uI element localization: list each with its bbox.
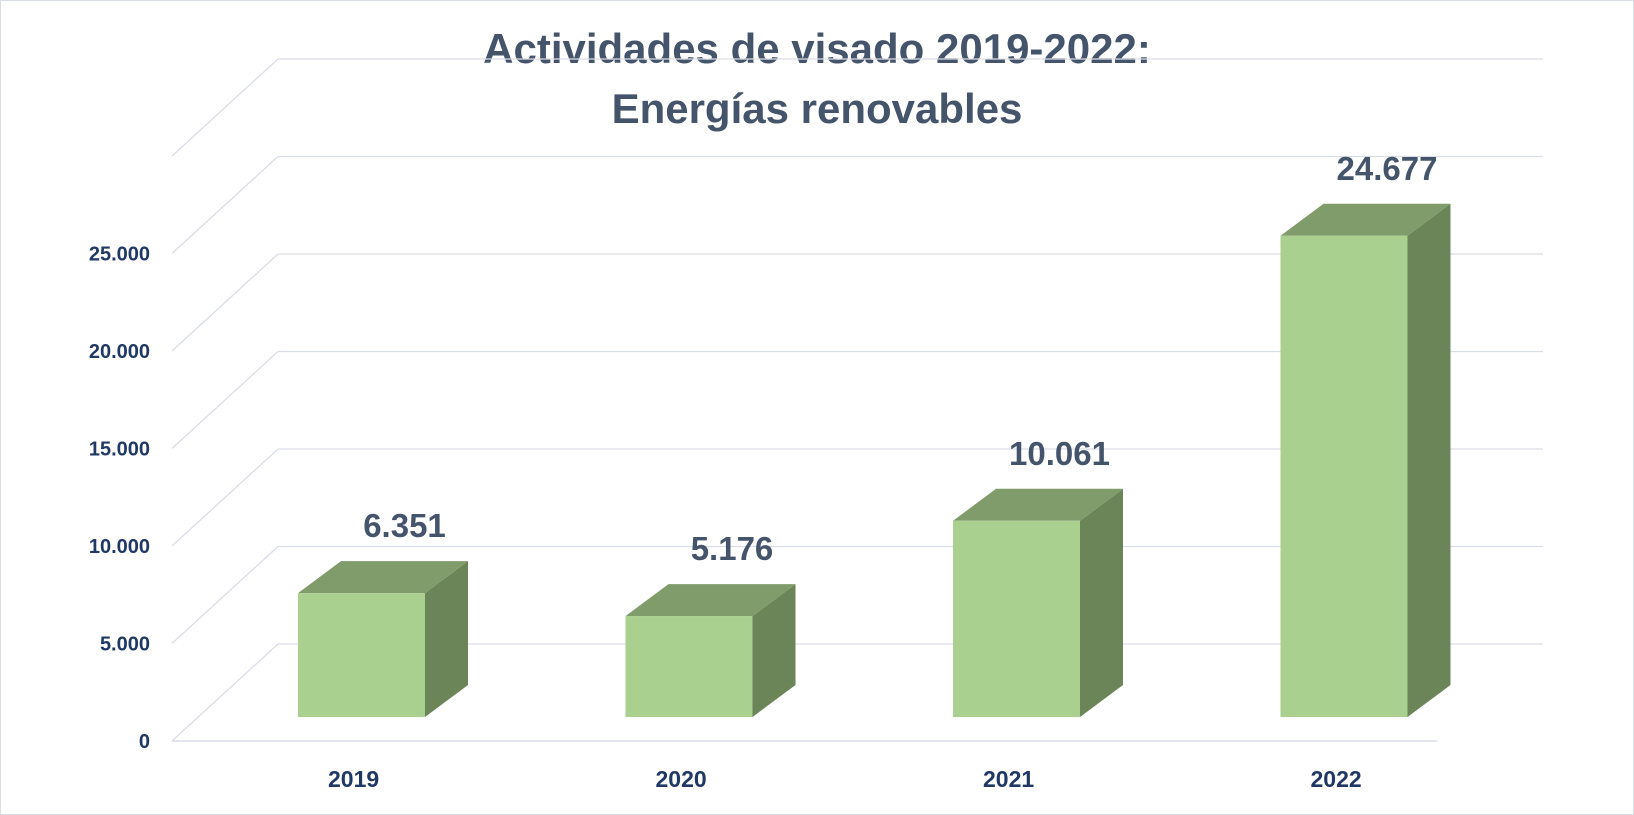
x-tick-label: 2022 bbox=[1311, 766, 1362, 792]
bar-front-face bbox=[625, 616, 753, 717]
y-tick-label: 25.000 bbox=[89, 244, 150, 266]
bar-side-face bbox=[425, 561, 468, 717]
bar-side-face bbox=[752, 584, 796, 717]
bar-2021 bbox=[953, 488, 1123, 717]
chart-title: Actividades de visado 2019-2022: bbox=[483, 25, 1151, 72]
x-tick-label: 2019 bbox=[328, 766, 379, 792]
bar-2020 bbox=[625, 584, 796, 717]
bar-2022 bbox=[1280, 203, 1451, 718]
bar-top-face bbox=[298, 561, 468, 594]
y-tick-label: 0 bbox=[139, 731, 150, 753]
data-labels: 6.351 5.176 10.061 24.677 bbox=[363, 150, 1437, 567]
bar-side-face bbox=[1407, 203, 1451, 718]
bars bbox=[298, 203, 1451, 718]
data-label: 6.351 bbox=[363, 507, 446, 544]
bar-top-face bbox=[625, 584, 796, 617]
gridline bbox=[171, 58, 1543, 157]
x-tick-label: 2021 bbox=[983, 766, 1034, 792]
y-axis-ticks: 0 5.000 10.000 15.000 20.000 25.000 bbox=[89, 244, 150, 754]
bar-front-face bbox=[1280, 235, 1408, 717]
data-label: 24.677 bbox=[1337, 150, 1438, 187]
bar-front-face bbox=[298, 593, 425, 717]
chart-subtitle: Energías renovables bbox=[611, 85, 1023, 132]
bar-top-face bbox=[953, 488, 1123, 521]
y-tick-label: 5.000 bbox=[100, 634, 150, 656]
y-tick-label: 10.000 bbox=[89, 536, 150, 558]
x-axis-ticks: 2019 2020 2021 2022 bbox=[328, 766, 1362, 792]
bar-2019 bbox=[298, 561, 468, 717]
bar-side-face bbox=[1080, 488, 1123, 717]
y-tick-label: 15.000 bbox=[89, 439, 150, 461]
bar-front-face bbox=[953, 520, 1080, 717]
y-tick-label: 20.000 bbox=[89, 341, 150, 363]
bar-top-face bbox=[1280, 203, 1451, 236]
data-label: 10.061 bbox=[1009, 435, 1110, 472]
x-tick-label: 2020 bbox=[656, 766, 707, 792]
gridline bbox=[171, 155, 1543, 254]
data-label: 5.176 bbox=[691, 530, 774, 567]
